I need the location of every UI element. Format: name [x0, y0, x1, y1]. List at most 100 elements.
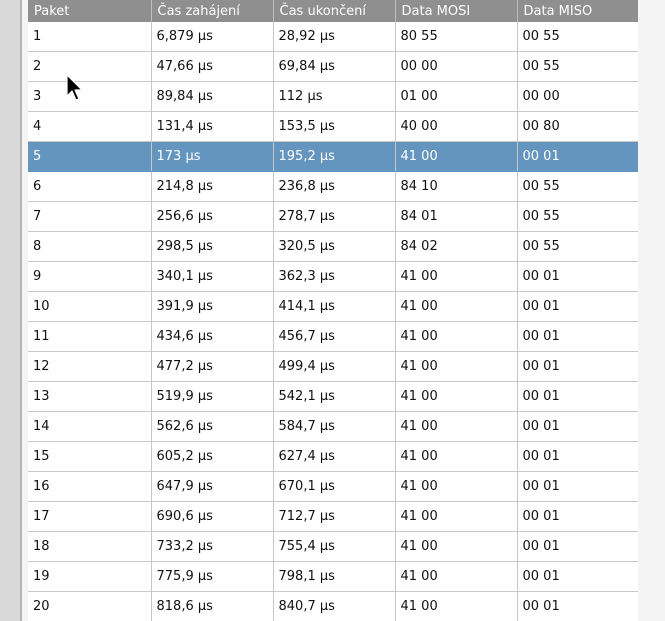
cell-data-mosi: 41 00: [395, 501, 518, 532]
table-row[interactable]: 7 256,6 µs 278,7 µs 84 01 00 55: [28, 201, 638, 232]
cell-data-miso: 00 01: [517, 591, 638, 621]
column-header-data-mosi[interactable]: Data MOSI: [395, 0, 518, 22]
cell-data-mosi: 84 01: [395, 201, 518, 232]
packet-table: Paket Čas zahájení Čas ukončení Data MOS…: [28, 0, 638, 621]
cell-data-miso: 00 01: [517, 561, 638, 592]
cell-start-time: 391,9 µs: [151, 291, 274, 322]
cell-data-miso: 00 55: [517, 22, 638, 52]
cell-start-time: 605,2 µs: [151, 441, 274, 472]
cell-end-time: 627,4 µs: [273, 441, 396, 472]
cell-packet: 1: [28, 22, 152, 52]
cell-end-time: 362,3 µs: [273, 261, 396, 292]
cell-packet: 15: [28, 441, 152, 472]
cell-packet: 8: [28, 231, 152, 262]
cell-packet: 4: [28, 111, 152, 142]
cell-data-mosi: 80 55: [395, 22, 518, 52]
cell-start-time: 477,2 µs: [151, 351, 274, 382]
cell-packet: 17: [28, 501, 152, 532]
cell-data-miso: 00 55: [517, 231, 638, 262]
table-row[interactable]: 6 214,8 µs 236,8 µs 84 10 00 55: [28, 171, 638, 202]
cell-end-time: 153,5 µs: [273, 111, 396, 142]
cell-data-mosi: 41 00: [395, 141, 518, 172]
cell-end-time: 584,7 µs: [273, 411, 396, 442]
cell-packet: 7: [28, 201, 152, 232]
cell-data-miso: 00 55: [517, 171, 638, 202]
cell-data-miso: 00 01: [517, 501, 638, 532]
cell-end-time: 542,1 µs: [273, 381, 396, 412]
cell-start-time: 173 µs: [151, 141, 274, 172]
column-header-data-miso[interactable]: Data MISO: [517, 0, 638, 22]
column-header-start-time[interactable]: Čas zahájení: [151, 0, 274, 22]
cell-data-miso: 00 01: [517, 321, 638, 352]
cell-end-time: 414,1 µs: [273, 291, 396, 322]
table-row[interactable]: 3 89,84 µs 112 µs 01 00 00 00: [28, 81, 638, 112]
cell-start-time: 6,879 µs: [151, 22, 274, 52]
cell-end-time: 69,84 µs: [273, 51, 396, 82]
cell-end-time: 499,4 µs: [273, 351, 396, 382]
cell-start-time: 256,6 µs: [151, 201, 274, 232]
cell-start-time: 775,9 µs: [151, 561, 274, 592]
cell-start-time: 519,9 µs: [151, 381, 274, 412]
cell-packet: 16: [28, 471, 152, 502]
cell-data-mosi: 84 02: [395, 231, 518, 262]
table-row[interactable]: 11 434,6 µs 456,7 µs 41 00 00 01: [28, 321, 638, 352]
cell-packet: 12: [28, 351, 152, 382]
table-row[interactable]: 18 733,2 µs 755,4 µs 41 00 00 01: [28, 531, 638, 562]
cell-end-time: 112 µs: [273, 81, 396, 112]
column-header-end-time[interactable]: Čas ukončení: [273, 0, 396, 22]
table-row[interactable]: 2 47,66 µs 69,84 µs 00 00 00 55: [28, 51, 638, 82]
cell-start-time: 733,2 µs: [151, 531, 274, 562]
cell-packet: 20: [28, 591, 152, 621]
table-row[interactable]: 12 477,2 µs 499,4 µs 41 00 00 01: [28, 351, 638, 382]
table-row[interactable]: 10 391,9 µs 414,1 µs 41 00 00 01: [28, 291, 638, 322]
cell-data-miso: 00 01: [517, 411, 638, 442]
left-panel-border: [0, 0, 28, 621]
cell-data-mosi: 41 00: [395, 261, 518, 292]
cell-start-time: 434,6 µs: [151, 321, 274, 352]
table-row[interactable]: 5 173 µs 195,2 µs 41 00 00 01: [28, 141, 638, 172]
table-row[interactable]: 20 818,6 µs 840,7 µs 41 00 00 01: [28, 591, 638, 621]
table-row[interactable]: 19 775,9 µs 798,1 µs 41 00 00 01: [28, 561, 638, 592]
cell-data-mosi: 41 00: [395, 381, 518, 412]
cell-data-mosi: 41 00: [395, 321, 518, 352]
mouse-pointer-icon: [66, 74, 83, 101]
cell-data-miso: 00 01: [517, 261, 638, 292]
cell-data-mosi: 41 00: [395, 441, 518, 472]
cell-end-time: 456,7 µs: [273, 321, 396, 352]
cell-data-miso: 00 01: [517, 471, 638, 502]
cell-end-time: 798,1 µs: [273, 561, 396, 592]
packet-table-view[interactable]: Paket Čas zahájení Čas ukončení Data MOS…: [28, 0, 638, 621]
cell-start-time: 131,4 µs: [151, 111, 274, 142]
cell-packet: 6: [28, 171, 152, 202]
cell-data-mosi: 41 00: [395, 351, 518, 382]
cell-packet: 11: [28, 321, 152, 352]
cell-packet: 10: [28, 291, 152, 322]
table-row[interactable]: 13 519,9 µs 542,1 µs 41 00 00 01: [28, 381, 638, 412]
table-row[interactable]: 14 562,6 µs 584,7 µs 41 00 00 01: [28, 411, 638, 442]
cell-start-time: 298,5 µs: [151, 231, 274, 262]
cell-data-miso: 00 00: [517, 81, 638, 112]
cell-start-time: 340,1 µs: [151, 261, 274, 292]
cell-data-miso: 00 80: [517, 111, 638, 142]
table-row[interactable]: 4 131,4 µs 153,5 µs 40 00 00 80: [28, 111, 638, 142]
cell-packet: 3: [28, 81, 152, 112]
column-header-packet[interactable]: Paket: [28, 0, 152, 22]
table-body: 1 6,879 µs 28,92 µs 80 55 00 55 2 47,66 µs 69,8…: [28, 22, 638, 621]
table-row[interactable]: 1 6,879 µs 28,92 µs 80 55 00 55: [28, 22, 638, 52]
cell-end-time: 278,7 µs: [273, 201, 396, 232]
cell-start-time: 214,8 µs: [151, 171, 274, 202]
cell-data-mosi: 40 00: [395, 111, 518, 142]
cell-end-time: 840,7 µs: [273, 591, 396, 621]
table-row[interactable]: 8 298,5 µs 320,5 µs 84 02 00 55: [28, 231, 638, 262]
cell-end-time: 236,8 µs: [273, 171, 396, 202]
table-row[interactable]: 17 690,6 µs 712,7 µs 41 00 00 01: [28, 501, 638, 532]
cell-start-time: 562,6 µs: [151, 411, 274, 442]
table-row[interactable]: 16 647,9 µs 670,1 µs 41 00 00 01: [28, 471, 638, 502]
cell-start-time: 647,9 µs: [151, 471, 274, 502]
cell-data-miso: 00 01: [517, 351, 638, 382]
cell-end-time: 712,7 µs: [273, 501, 396, 532]
cell-start-time: 89,84 µs: [151, 81, 274, 112]
cell-data-miso: 00 55: [517, 201, 638, 232]
table-row[interactable]: 9 340,1 µs 362,3 µs 41 00 00 01: [28, 261, 638, 292]
table-row[interactable]: 15 605,2 µs 627,4 µs 41 00 00 01: [28, 441, 638, 472]
